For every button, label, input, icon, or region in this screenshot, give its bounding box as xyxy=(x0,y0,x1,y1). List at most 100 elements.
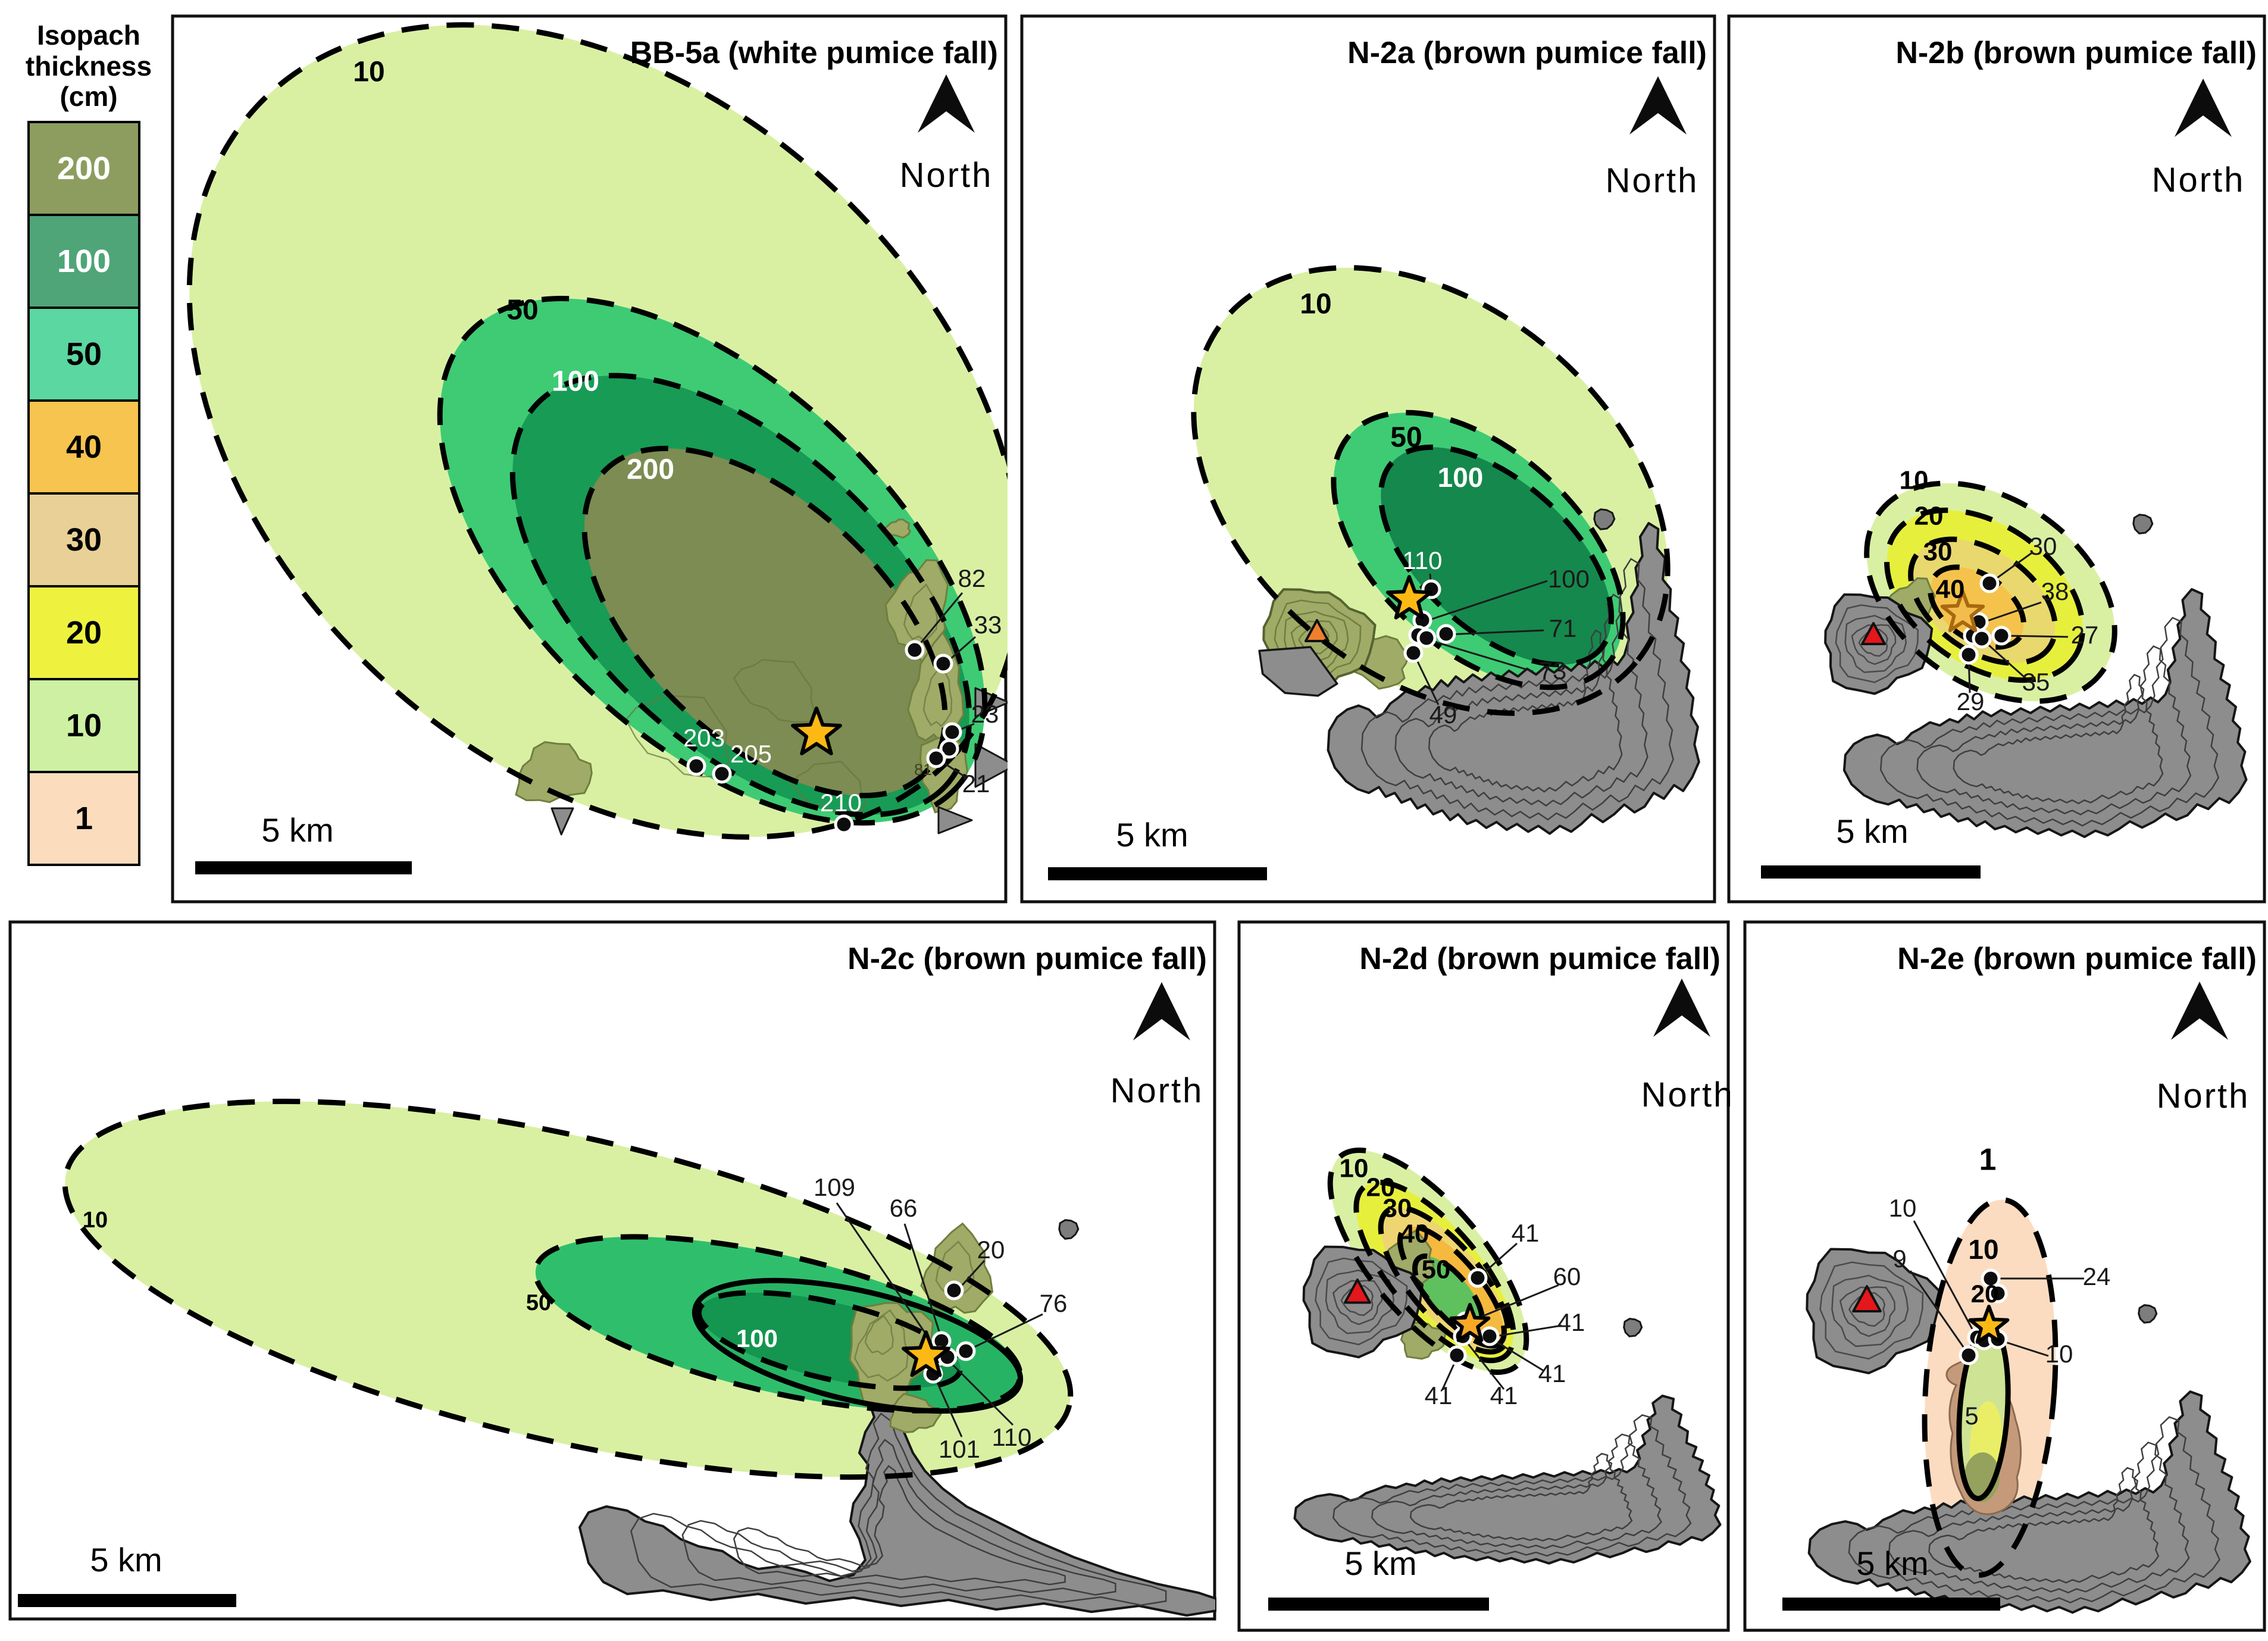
scale-bar xyxy=(1048,867,1267,880)
sample-point xyxy=(1468,1268,1488,1288)
scale-bar-label: 5 km xyxy=(90,1541,162,1579)
volcano-contour-line xyxy=(1848,1292,1886,1327)
island-fragment xyxy=(974,743,1008,788)
legend-swatch-200: 200 xyxy=(27,120,140,216)
sample-point xyxy=(942,722,962,742)
legend: Isopach thickness (cm) 200 100 50 40 30 20 10 1 xyxy=(11,20,167,866)
islet xyxy=(2138,1304,2158,1324)
scale-bar-label: 5 km xyxy=(1856,1545,1928,1582)
north-label: North xyxy=(2152,161,2245,199)
vent-star-icon xyxy=(902,1330,950,1377)
point-value-label: 41 xyxy=(1538,1359,1566,1387)
point-value-label: 109 xyxy=(814,1173,855,1201)
sample-point xyxy=(1988,1283,2008,1304)
point-value-label: 210 xyxy=(820,789,862,817)
leader-line xyxy=(933,1376,963,1437)
volcano-uncovered-area xyxy=(1258,646,1338,697)
isopach-contour-100 xyxy=(1378,444,1615,668)
volcano-contour-line xyxy=(1839,1286,1896,1337)
leader-line xyxy=(2000,1339,2049,1357)
topo-contour-line xyxy=(864,1315,894,1355)
scale-bar xyxy=(18,1594,236,1607)
isopach-label-100: 100 xyxy=(1438,462,1484,493)
isopach-contour-10 xyxy=(62,1098,1074,1480)
large-island xyxy=(1328,523,1699,834)
isopach-label-100: 100 xyxy=(552,366,599,398)
island-contour-line xyxy=(1881,618,2219,826)
legend-title: Isopach thickness (cm) xyxy=(11,20,167,112)
isopach-contour-10 xyxy=(1191,265,1671,716)
isopach-label-50: 50 xyxy=(526,1290,551,1315)
point-value-label: 30 xyxy=(2029,532,2057,560)
panel-title: N-2a (brown pumice fall) xyxy=(1347,36,1707,70)
north-label: North xyxy=(900,156,993,195)
point-value-label: 23 xyxy=(971,700,999,728)
panel-title: N-2e (brown pumice fall) xyxy=(1897,942,2257,976)
sample-point xyxy=(1447,1345,1467,1365)
isopach-contour-20 xyxy=(1884,507,2085,683)
point-value-label: 35 xyxy=(2022,668,2050,696)
point-value-label: 73 xyxy=(1539,657,1567,684)
point-value-label: 66 xyxy=(890,1194,918,1222)
legend-title-line: (cm) xyxy=(60,81,118,112)
volcano-contour-line xyxy=(1851,624,1897,665)
isopach-contour-30 xyxy=(1378,1205,1511,1355)
isopach-fill-200 xyxy=(584,448,946,796)
volcano-contour-line xyxy=(1340,1284,1374,1317)
sample-point xyxy=(1991,626,2012,646)
sample-point xyxy=(686,756,706,776)
point-value-label: 10 xyxy=(2045,1340,2073,1368)
legend-swatches: 200 100 50 40 30 20 10 1 xyxy=(27,120,140,866)
legend-swatch-40: 40 xyxy=(27,399,140,495)
sample-point xyxy=(939,739,959,759)
isopach-contour-1 xyxy=(1922,1197,2059,1578)
leader-line xyxy=(1491,1324,1562,1338)
panel-title: BB-5a (white pumice fall) xyxy=(630,36,998,70)
isopach-label-40: 40 xyxy=(1936,575,1965,604)
isopach-contour-10 xyxy=(1864,480,2117,704)
leader-line xyxy=(2003,634,2069,638)
large-island xyxy=(1295,1396,1720,1564)
vent-star-icon xyxy=(791,707,842,755)
sample-point xyxy=(1959,645,1979,665)
vent-star-icon xyxy=(1449,1303,1491,1342)
covered-island-patch xyxy=(1400,1321,1447,1360)
isopach-label-50: 50 xyxy=(1390,422,1422,454)
legend-swatch-20: 20 xyxy=(27,584,140,680)
volcano-contour-line xyxy=(1835,604,1919,683)
leader-line xyxy=(1479,1242,1518,1278)
summit-triangle-icon xyxy=(1852,1285,1882,1312)
sample-point xyxy=(1436,624,1456,644)
volcano-contour-line xyxy=(1274,599,1362,682)
point-value-label: 81 xyxy=(914,761,932,779)
point-value-label: 41 xyxy=(1425,1381,1453,1409)
north-label: North xyxy=(1641,1076,1730,1114)
sample-point xyxy=(1959,1345,1979,1365)
north-arrow-icon xyxy=(1629,76,1687,135)
volcano-contour-line xyxy=(1858,629,1888,657)
point-value-label: 41 xyxy=(1557,1308,1585,1336)
scale-bar-label: 5 km xyxy=(261,811,333,849)
leader-line xyxy=(1491,1338,1544,1372)
legend-swatch-10: 10 xyxy=(27,677,140,773)
point-value-label: 100 xyxy=(1548,565,1590,593)
isopach-label-1: 1 xyxy=(1979,1143,1997,1177)
island-contour-line xyxy=(1333,1415,1691,1556)
panel-title: N-2b (brown pumice fall) xyxy=(1895,36,2257,70)
volcano-contour-line xyxy=(1819,1261,1924,1360)
point-value-label: 5 xyxy=(1964,1402,1978,1430)
north-arrow-icon xyxy=(918,74,975,133)
north-arrow-icon xyxy=(1133,982,1190,1040)
island-group xyxy=(1328,523,1699,834)
north-label: North xyxy=(1606,161,1699,200)
topo-contour-line xyxy=(625,694,730,778)
isopach-label-20: 20 xyxy=(1914,502,1944,531)
isopach-contour-100 xyxy=(692,1277,1024,1414)
island-group xyxy=(1844,589,2247,837)
island-contour-line xyxy=(1410,1454,1632,1540)
island-contour-line xyxy=(734,1466,1065,1584)
leader-line xyxy=(1428,639,1534,673)
vent-star-icon xyxy=(1968,1305,2010,1344)
